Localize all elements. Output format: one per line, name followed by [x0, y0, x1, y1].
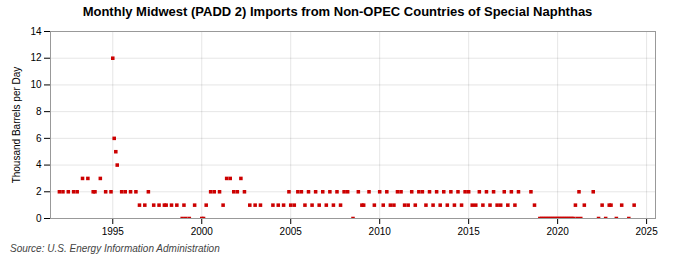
svg-text:2: 2 [36, 186, 42, 197]
svg-text:10: 10 [30, 79, 42, 90]
svg-text:2015: 2015 [458, 226, 481, 237]
html-text:Source: U.S. Energy Informatio: Source: U.S. Energy Information Administ… [10, 243, 220, 254]
svg-text:6: 6 [36, 133, 42, 144]
svg-text:4: 4 [36, 159, 42, 170]
svg-text:2010: 2010 [369, 226, 392, 237]
svg-text:12: 12 [30, 52, 42, 63]
svg-text:2025: 2025 [635, 226, 658, 237]
svg-text:1995: 1995 [102, 226, 125, 237]
svg-text:2020: 2020 [547, 226, 570, 237]
svg-text:Thousand Barrels per Day: Thousand Barrels per Day [11, 67, 22, 184]
svg-text:0: 0 [36, 213, 42, 224]
svg-text:8: 8 [36, 106, 42, 117]
svg-text:2000: 2000 [191, 226, 214, 237]
svg-text:2005: 2005 [280, 226, 303, 237]
svg-text:14: 14 [30, 26, 42, 37]
html-text:Monthly Midwest (PADD 2) Impor: Monthly Midwest (PADD 2) Imports from No… [82, 4, 593, 19]
